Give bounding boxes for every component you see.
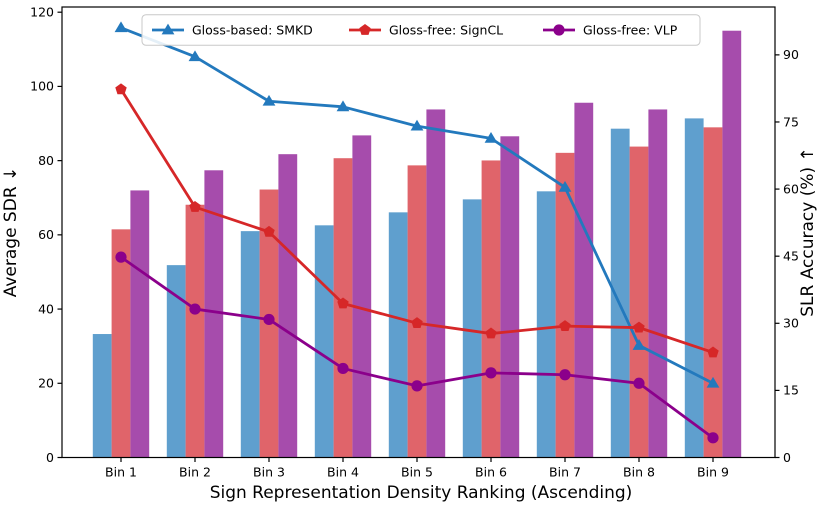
marker-gloss-free-signcl-bin-1 — [115, 83, 127, 95]
x-tick-label-bin-1: Bin 1 — [105, 465, 137, 480]
marker-gloss-free-signcl-bin-5 — [411, 317, 423, 329]
lines-layer — [114, 21, 720, 444]
x-tick-label-bin-9: Bin 9 — [697, 465, 729, 480]
bar-gloss-free-vlp-bin-3 — [278, 154, 298, 458]
left-tick-label: 40 — [38, 301, 54, 316]
legend-label-gloss-free-signcl: Gloss-free: SignCL — [389, 23, 503, 38]
bar-gloss-free-vlp-bin-6 — [500, 136, 520, 458]
bar-gloss-free-vlp-bin-8 — [648, 109, 668, 458]
right-tick-label: 60 — [783, 181, 799, 196]
marker-gloss-based-smkd-bin-8 — [632, 339, 646, 350]
x-tick-label-bin-2: Bin 2 — [179, 465, 211, 480]
bar-gloss-free-vlp-bin-2 — [204, 170, 224, 458]
plot-border — [61, 6, 776, 459]
marker-gloss-free-vlp-bin-2 — [189, 303, 201, 315]
marker-gloss-based-smkd-bin-6 — [484, 131, 498, 143]
left-tick-label: 120 — [30, 4, 54, 19]
bar-gloss-based-smkd-bin-5 — [388, 212, 408, 458]
marker-gloss-based-smkd-bin-7 — [558, 180, 572, 192]
marker-gloss-free-signcl-bin-3 — [263, 225, 275, 237]
legend-frame — [141, 14, 701, 46]
left-axis-title: Average SDR ↓ — [1, 167, 21, 298]
marker-gloss-free-vlp-bin-6 — [485, 367, 497, 379]
marker-gloss-based-smkd-bin-9 — [706, 376, 720, 388]
left-tick-label: 0 — [46, 450, 54, 465]
bar-gloss-based-smkd-bin-9 — [684, 118, 704, 458]
left-tick-label: 100 — [30, 79, 54, 94]
bar-gloss-free-vlp-bin-5 — [426, 109, 446, 458]
right-tick-label: 15 — [783, 383, 799, 398]
bars-layer — [92, 30, 742, 458]
x-tick-label-bin-3: Bin 3 — [253, 465, 285, 480]
marker-gloss-based-smkd-bin-4 — [336, 100, 350, 112]
bar-gloss-free-signcl-bin-5 — [407, 165, 427, 458]
left-tick-label: 60 — [38, 227, 54, 242]
axes-layer: 0 20 40 60 80 100 120 0 15 30 45 60 75 90 Bin 1 Bin 2 Bi… — [30, 4, 799, 479]
marker-gloss-free-vlp-bin-5 — [411, 380, 423, 392]
legend-marker-gloss-free-vlp — [553, 24, 565, 36]
bar-gloss-based-smkd-bin-3 — [240, 231, 260, 458]
marker-gloss-based-smkd-bin-5 — [410, 119, 424, 131]
marker-gloss-based-smkd-bin-2 — [188, 50, 202, 62]
right-tick-label: 30 — [783, 316, 799, 331]
x-axis-title: Sign Representation Density Ranking (Asc… — [210, 483, 633, 503]
bar-gloss-free-vlp-bin-7 — [574, 102, 594, 458]
marker-gloss-based-smkd-bin-1 — [114, 21, 128, 33]
x-tick-label-bin-6: Bin 6 — [475, 465, 507, 480]
right-tick-label: 0 — [783, 450, 791, 465]
bar-gloss-based-smkd-bin-6 — [462, 199, 482, 458]
right-axis-title: SLR Accuracy (%) ↑ — [798, 147, 818, 317]
marker-gloss-free-vlp-bin-8 — [633, 377, 645, 389]
legend-marker-gloss-free-signcl — [359, 24, 371, 35]
marker-gloss-free-signcl-bin-8 — [633, 321, 645, 333]
bar-gloss-based-smkd-bin-8 — [610, 128, 630, 458]
marker-gloss-based-smkd-bin-3 — [262, 94, 276, 106]
x-tick-label-bin-5: Bin 5 — [401, 465, 433, 480]
bar-gloss-free-signcl-bin-2 — [185, 204, 205, 458]
marker-gloss-free-signcl-bin-7 — [559, 320, 571, 331]
right-tick-label: 90 — [783, 47, 799, 62]
marker-gloss-free-signcl-bin-6 — [485, 327, 497, 339]
x-tick-label-bin-4: Bin 4 — [327, 465, 359, 480]
right-tick-label: 75 — [783, 114, 799, 129]
bar-gloss-based-smkd-bin-4 — [314, 225, 334, 458]
marker-gloss-free-vlp-bin-1 — [115, 251, 127, 263]
bar-gloss-free-signcl-bin-8 — [629, 146, 649, 458]
bar-gloss-free-signcl-bin-1 — [111, 229, 131, 458]
x-tick-label-bin-7: Bin 7 — [549, 465, 581, 480]
bar-gloss-free-signcl-bin-7 — [555, 152, 575, 458]
left-tick-label: 20 — [38, 376, 54, 391]
legend-marker-gloss-based-smkd — [161, 23, 175, 35]
marker-gloss-free-signcl-bin-4 — [337, 297, 349, 309]
bar-gloss-based-smkd-bin-2 — [166, 265, 186, 458]
marker-gloss-free-signcl-bin-2 — [189, 201, 201, 212]
bar-gloss-free-vlp-bin-9 — [722, 30, 742, 458]
legend: Gloss-based: SMKD Gloss-free: SignCL Gloss… — [141, 14, 701, 46]
bar-gloss-based-smkd-bin-1 — [92, 334, 112, 458]
marker-gloss-free-vlp-bin-7 — [559, 369, 571, 381]
x-tick-label-bin-8: Bin 8 — [623, 465, 655, 480]
bar-gloss-free-vlp-bin-4 — [352, 135, 372, 458]
marker-gloss-free-vlp-bin-3 — [263, 313, 275, 326]
marker-gloss-free-vlp-bin-4 — [337, 362, 349, 375]
legend-label-gloss-based-smkd: Gloss-based: SMKD — [192, 23, 313, 38]
marker-gloss-free-vlp-bin-9 — [707, 432, 719, 444]
bar-gloss-free-signcl-bin-6 — [481, 160, 501, 458]
left-tick-label: 80 — [38, 153, 54, 168]
legend-label-gloss-free-vlp: Gloss-free: VLP — [583, 23, 678, 38]
bar-gloss-free-signcl-bin-9 — [703, 127, 723, 458]
marker-gloss-free-signcl-bin-9 — [707, 346, 719, 358]
right-tick-label: 45 — [783, 248, 799, 263]
bar-gloss-free-vlp-bin-1 — [130, 190, 150, 458]
bar-gloss-based-smkd-bin-7 — [536, 191, 556, 458]
